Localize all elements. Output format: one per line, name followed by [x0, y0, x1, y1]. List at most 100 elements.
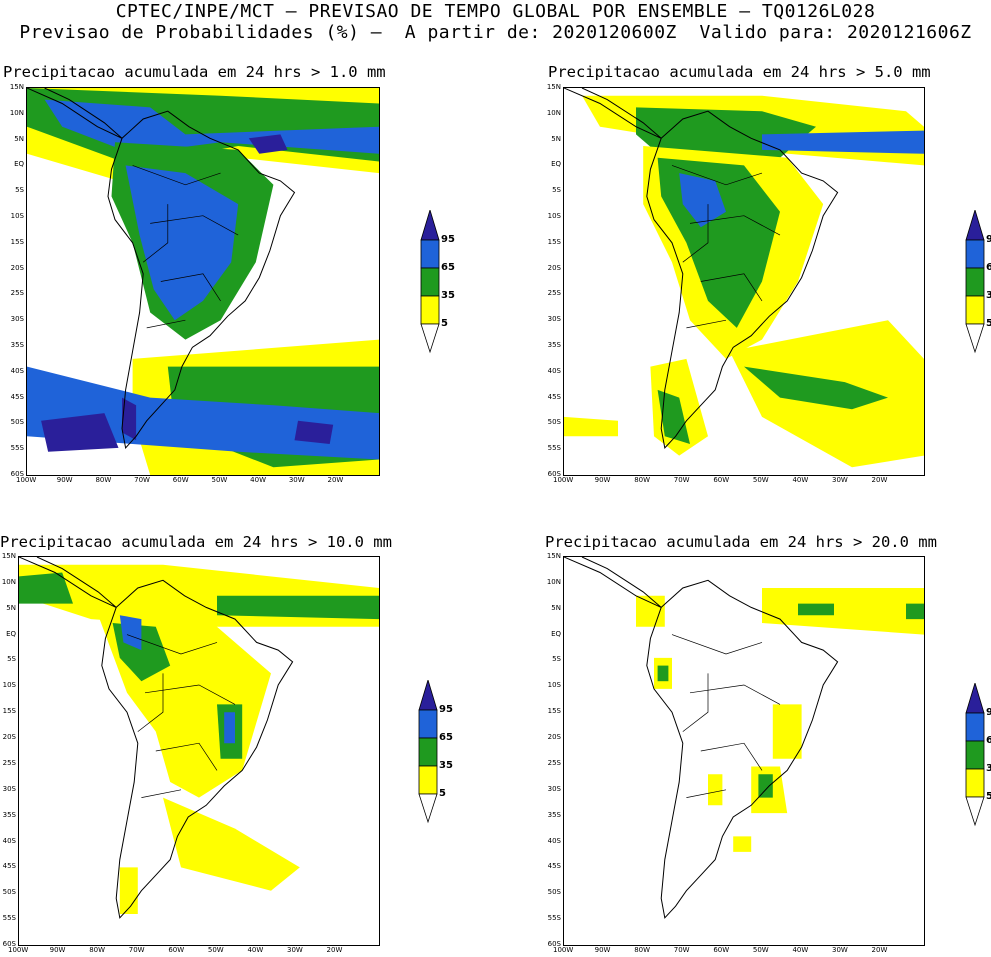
colorbar-label: 95 — [986, 234, 991, 245]
probability-map — [563, 87, 925, 476]
probability-region-c35 — [19, 572, 73, 604]
longitude-tick-label: 30W — [832, 476, 848, 484]
coastline — [646, 110, 839, 449]
colorbar-label: 35 — [986, 290, 991, 301]
colorbar-label: 65 — [986, 735, 991, 746]
probability-region-c95 — [41, 413, 119, 452]
latitude-tick-label: 10S — [547, 212, 561, 220]
latitude-tick-label: 10N — [546, 577, 561, 586]
longitude-tick-label: 20W — [327, 476, 344, 484]
latitude-tick-label: EQ — [551, 629, 561, 638]
longitude-tick-label: 50W — [207, 946, 224, 954]
probability-region-c5 — [636, 595, 665, 627]
latitude-tick-label: 40S — [547, 366, 561, 375]
latitude-tick-label: 55S — [10, 444, 24, 453]
probability-region-c5 — [564, 416, 618, 437]
longitude-tick-label: 90W — [56, 476, 73, 484]
colorbar — [418, 678, 438, 834]
longitude-tick-label: 20W — [871, 946, 888, 954]
latitude-tick-label: 25S — [10, 289, 24, 298]
latitude-tick-label: 20S — [2, 733, 16, 742]
latitude-tick-label: 55S — [2, 914, 16, 923]
panel-title: Precipitacao acumulada em 24 hrs > 20.0 … — [545, 533, 937, 551]
latitude-tick-label: 15S — [10, 237, 24, 246]
country-border — [132, 165, 221, 186]
coastline — [107, 110, 296, 449]
probability-map — [26, 87, 380, 476]
longitude-tick-label: 30W — [287, 946, 303, 954]
latitude-tick-label: 60S — [10, 470, 24, 478]
probability-map — [563, 556, 925, 946]
longitude-tick-label: 80W — [95, 476, 112, 484]
latitude-tick-label: 15N — [9, 83, 24, 91]
latitude-tick-label: EQ — [551, 160, 561, 169]
longitude-tick-label: 80W — [634, 946, 651, 954]
country-border — [142, 204, 169, 263]
longitude-tick-label: 90W — [49, 946, 66, 954]
probability-region-c5 — [708, 774, 723, 806]
figure-title: CPTEC/INPE/MCT – PREVISAO DE TEMPO GLOBA… — [115, 1, 876, 22]
latitude-tick-label: 15N — [546, 83, 561, 91]
latitude-tick-label: 5S — [552, 655, 561, 664]
country-border — [671, 634, 763, 655]
country-border — [141, 789, 182, 798]
longitude-tick-label: 100W — [553, 946, 574, 954]
probability-region-c5 — [163, 797, 300, 891]
probability-region-c35 — [758, 774, 773, 798]
latitude-tick-label: 35S — [2, 810, 16, 819]
latitude-tick-label: 50S — [547, 888, 561, 897]
latitude-tick-label: 60S — [2, 940, 16, 948]
probability-region-c65 — [27, 366, 379, 460]
latitude-tick-label: 5N — [14, 134, 24, 143]
latitude-tick-label: 35S — [547, 341, 561, 349]
longitude-tick-label: 90W — [594, 476, 611, 484]
latitude-tick-label: 25S — [547, 289, 561, 298]
longitude-tick-label: 80W — [89, 946, 106, 954]
latitude-tick-label: 45S — [547, 862, 561, 871]
longitude-tick-label: 60W — [713, 946, 730, 954]
latitude-tick-label: 45S — [547, 392, 561, 401]
country-border — [682, 673, 709, 732]
longitude-tick-label: 90W — [594, 946, 611, 954]
country-border — [686, 319, 727, 329]
probability-region-c65 — [224, 712, 235, 744]
country-border — [146, 319, 186, 329]
longitude-tick-label: 50W — [752, 946, 769, 954]
country-border — [700, 742, 763, 771]
probability-region-c65 — [44, 99, 379, 154]
panel-title: Precipitacao acumulada em 24 hrs > 1.0 m… — [3, 63, 386, 81]
colorbar-label: 95 — [986, 707, 991, 718]
latitude-tick-label: 10S — [547, 681, 561, 690]
coastline-central-america — [27, 88, 123, 139]
latitude-tick-label: 35S — [10, 341, 24, 349]
colorbar-label: 5 — [986, 791, 991, 802]
probability-region-c65 — [679, 173, 726, 228]
probability-map — [18, 556, 380, 946]
country-border — [689, 684, 781, 705]
latitude-tick-label: 60S — [547, 940, 561, 948]
latitude-tick-label: 15S — [547, 707, 561, 716]
latitude-tick-label: 5S — [15, 186, 24, 195]
colorbar — [965, 681, 985, 837]
probability-region-c5 — [762, 588, 924, 635]
latitude-tick-label: 45S — [2, 862, 16, 871]
country-border — [700, 273, 763, 302]
latitude-tick-label: 5N — [6, 603, 16, 612]
probability-region-c35 — [217, 595, 379, 620]
colorbar — [965, 208, 985, 364]
longitude-tick-label: 50W — [211, 476, 228, 484]
latitude-tick-label: 15S — [547, 237, 561, 246]
longitude-tick-label: 60W — [172, 476, 189, 484]
country-border — [155, 742, 218, 771]
probability-region-c35 — [906, 603, 924, 620]
longitude-tick-label: 70W — [128, 946, 145, 954]
latitude-tick-label: 25S — [2, 758, 16, 767]
latitude-tick-label: 5S — [7, 655, 16, 664]
latitude-tick-label: 40S — [547, 836, 561, 845]
colorbar-label: 5 — [986, 318, 991, 329]
probability-region-c95 — [248, 134, 288, 154]
longitude-tick-label: 20W — [326, 946, 343, 954]
latitude-tick-label: EQ — [6, 629, 16, 638]
longitude-tick-label: 20W — [871, 476, 888, 484]
latitude-tick-label: 35S — [547, 810, 561, 819]
